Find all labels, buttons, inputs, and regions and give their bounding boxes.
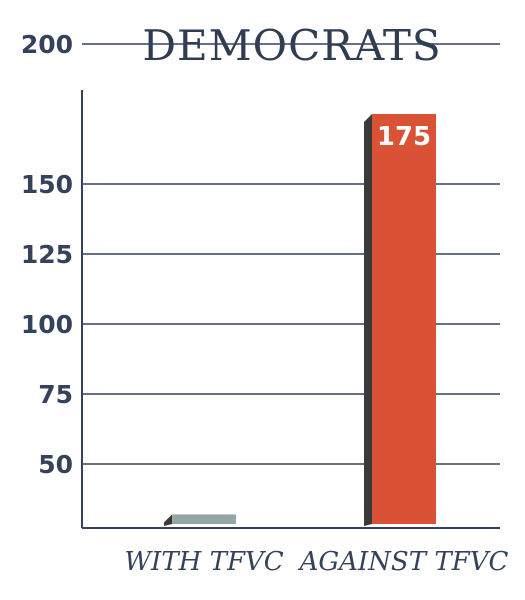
y-tick-label: 100 [21,310,73,339]
bar-group: 175 [364,114,436,526]
y-tick-label: 75 [38,380,73,409]
x-tick-label: WITH TFVC [124,547,283,577]
bar-value-label: 175 [377,122,431,152]
x-axis-ticks: WITH TFVC AGAINST TFVC [124,547,508,577]
bar-side [364,114,372,526]
y-axis-ticks: 50 75 100 125 150 200 [21,30,73,479]
y-tick-label: 50 [38,450,73,479]
x-tick-label: AGAINST TFVC [298,547,509,577]
bar-side [164,514,172,526]
bar [372,114,436,524]
y-tick-label: 125 [21,240,73,269]
chart-title: DEMOCRATS [142,21,441,70]
y-tick-label: 150 [21,170,73,199]
y-tick-label: 200 [21,30,73,59]
grid-lines [82,43,500,465]
bar [172,514,236,524]
axes [81,90,500,529]
